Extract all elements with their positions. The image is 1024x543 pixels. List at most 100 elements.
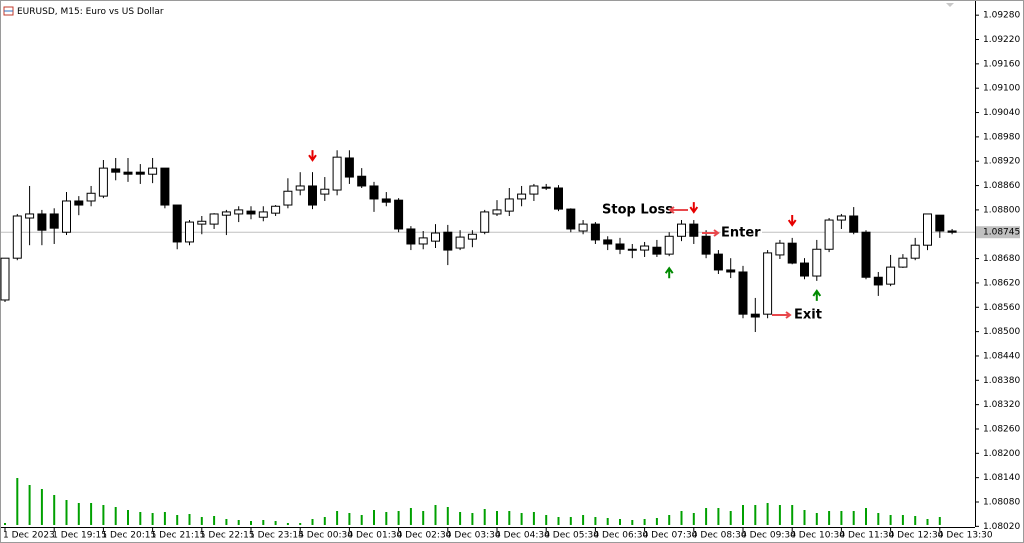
y-tick-label: 1.08440 — [983, 351, 1020, 361]
y-tick-label: 1.09100 — [983, 84, 1020, 94]
candle-body — [62, 200, 71, 233]
y-tick-label: 1.08680 — [983, 254, 1020, 264]
candle-body — [590, 223, 600, 241]
x-tick-label: 4 Dec 11:30 — [839, 531, 894, 541]
candle-body — [861, 231, 871, 278]
x-tick-label: 4 Dec 04:30 — [495, 531, 550, 541]
candle-body — [886, 266, 896, 285]
candle-body — [578, 223, 588, 232]
buy-arrow — [664, 266, 674, 279]
x-tick-label: 4 Dec 12:30 — [889, 531, 944, 541]
candle-body — [467, 233, 477, 240]
candle-body — [529, 185, 539, 195]
y-tick-label: 1.08200 — [983, 449, 1020, 459]
candle-body — [418, 237, 428, 245]
candle-body — [898, 257, 908, 268]
candle-body — [123, 171, 133, 175]
candle-body — [787, 242, 797, 264]
candle-body — [836, 215, 846, 221]
candle-body — [221, 211, 231, 216]
candle-body — [492, 209, 502, 215]
candle-body — [160, 167, 170, 206]
candle-body — [369, 185, 379, 200]
y-tick-label: 1.09160 — [983, 59, 1020, 69]
y-tick-label: 1.09040 — [983, 108, 1020, 118]
candle-body — [431, 232, 440, 242]
candle-body — [74, 200, 84, 206]
y-tick-label: 1.08560 — [983, 303, 1020, 313]
candle-body — [824, 219, 834, 250]
buy-arrow — [812, 289, 822, 301]
candle-body — [677, 223, 686, 237]
candle-body — [873, 276, 883, 286]
x-tick-label: 4 Dec 07:30 — [643, 531, 698, 541]
candle-body — [381, 198, 391, 203]
candle-body — [172, 204, 182, 243]
candle-body — [197, 220, 207, 225]
x-tick-label: 4 Dec 13:30 — [938, 531, 993, 541]
candle-body — [689, 223, 699, 237]
candle-body — [332, 156, 342, 191]
candle-body — [246, 210, 256, 215]
candle-body — [775, 242, 785, 256]
sell-arrow — [689, 202, 699, 214]
candle-body — [849, 215, 859, 233]
y-tick-label: 1.08800 — [983, 205, 1020, 215]
bid-label-bg — [976, 226, 1020, 239]
candle-body — [664, 235, 674, 255]
candle-body — [935, 214, 945, 232]
candle-body — [209, 213, 219, 225]
candle-body — [541, 186, 551, 189]
x-tick-label: 4 Dec 09:30 — [741, 531, 796, 541]
candle-body — [49, 213, 59, 229]
candle-body — [713, 253, 723, 271]
sell-arrow — [308, 150, 317, 162]
candle-body — [455, 236, 465, 249]
candle-body — [37, 213, 47, 231]
candle-body — [185, 221, 194, 243]
candle-body — [947, 230, 957, 233]
scroll-marker — [946, 3, 954, 7]
candle-body — [763, 252, 773, 315]
candle-body — [517, 193, 527, 200]
candle-body — [98, 167, 108, 197]
x-tick-label: 1 Dec 19:15 — [52, 531, 107, 541]
y-tick-label: 1.08260 — [983, 424, 1020, 434]
y-tick-label: 1.09220 — [983, 35, 1020, 45]
candle-body — [701, 235, 711, 255]
annotation-text: Exit — [794, 308, 822, 323]
candle-body — [603, 239, 613, 245]
candle-body — [344, 157, 354, 178]
candle-body — [357, 175, 367, 187]
candle-body — [271, 205, 281, 214]
x-tick-label: 4 Dec 00:30 — [298, 531, 353, 541]
candle-body — [406, 228, 416, 245]
x-tick-label: 1 Dec 23:15 — [249, 531, 304, 541]
candle-body — [554, 187, 563, 210]
annotation-arrow — [772, 311, 792, 319]
y-tick-label: 1.08980 — [983, 132, 1020, 142]
candle-body — [86, 192, 96, 202]
x-tick-label: 1 Dec 20:15 — [101, 531, 156, 541]
candle-body — [258, 211, 268, 218]
sell-arrow — [787, 215, 797, 227]
y-tick-label: 1.08140 — [983, 473, 1020, 483]
candle-body — [504, 198, 514, 212]
annotation-text: Enter — [721, 226, 761, 241]
x-tick-label: 1 Dec 21:15 — [151, 531, 206, 541]
candle-body — [652, 246, 662, 255]
bid-label: 1.08745 — [983, 228, 1020, 238]
candle-body — [12, 215, 22, 259]
candle-body — [295, 185, 305, 191]
candle-body — [566, 208, 576, 230]
candle-body — [148, 167, 158, 175]
x-tick-label: 4 Dec 10:30 — [790, 531, 845, 541]
annotation-arrow — [702, 229, 720, 237]
candle-body — [923, 213, 932, 246]
x-tick-label: 4 Dec 02:30 — [397, 531, 452, 541]
candle-body — [640, 245, 650, 251]
annotation-arrow — [668, 206, 688, 214]
chart-title: EURUSD, M15: Euro vs US Dollar — [17, 7, 164, 17]
